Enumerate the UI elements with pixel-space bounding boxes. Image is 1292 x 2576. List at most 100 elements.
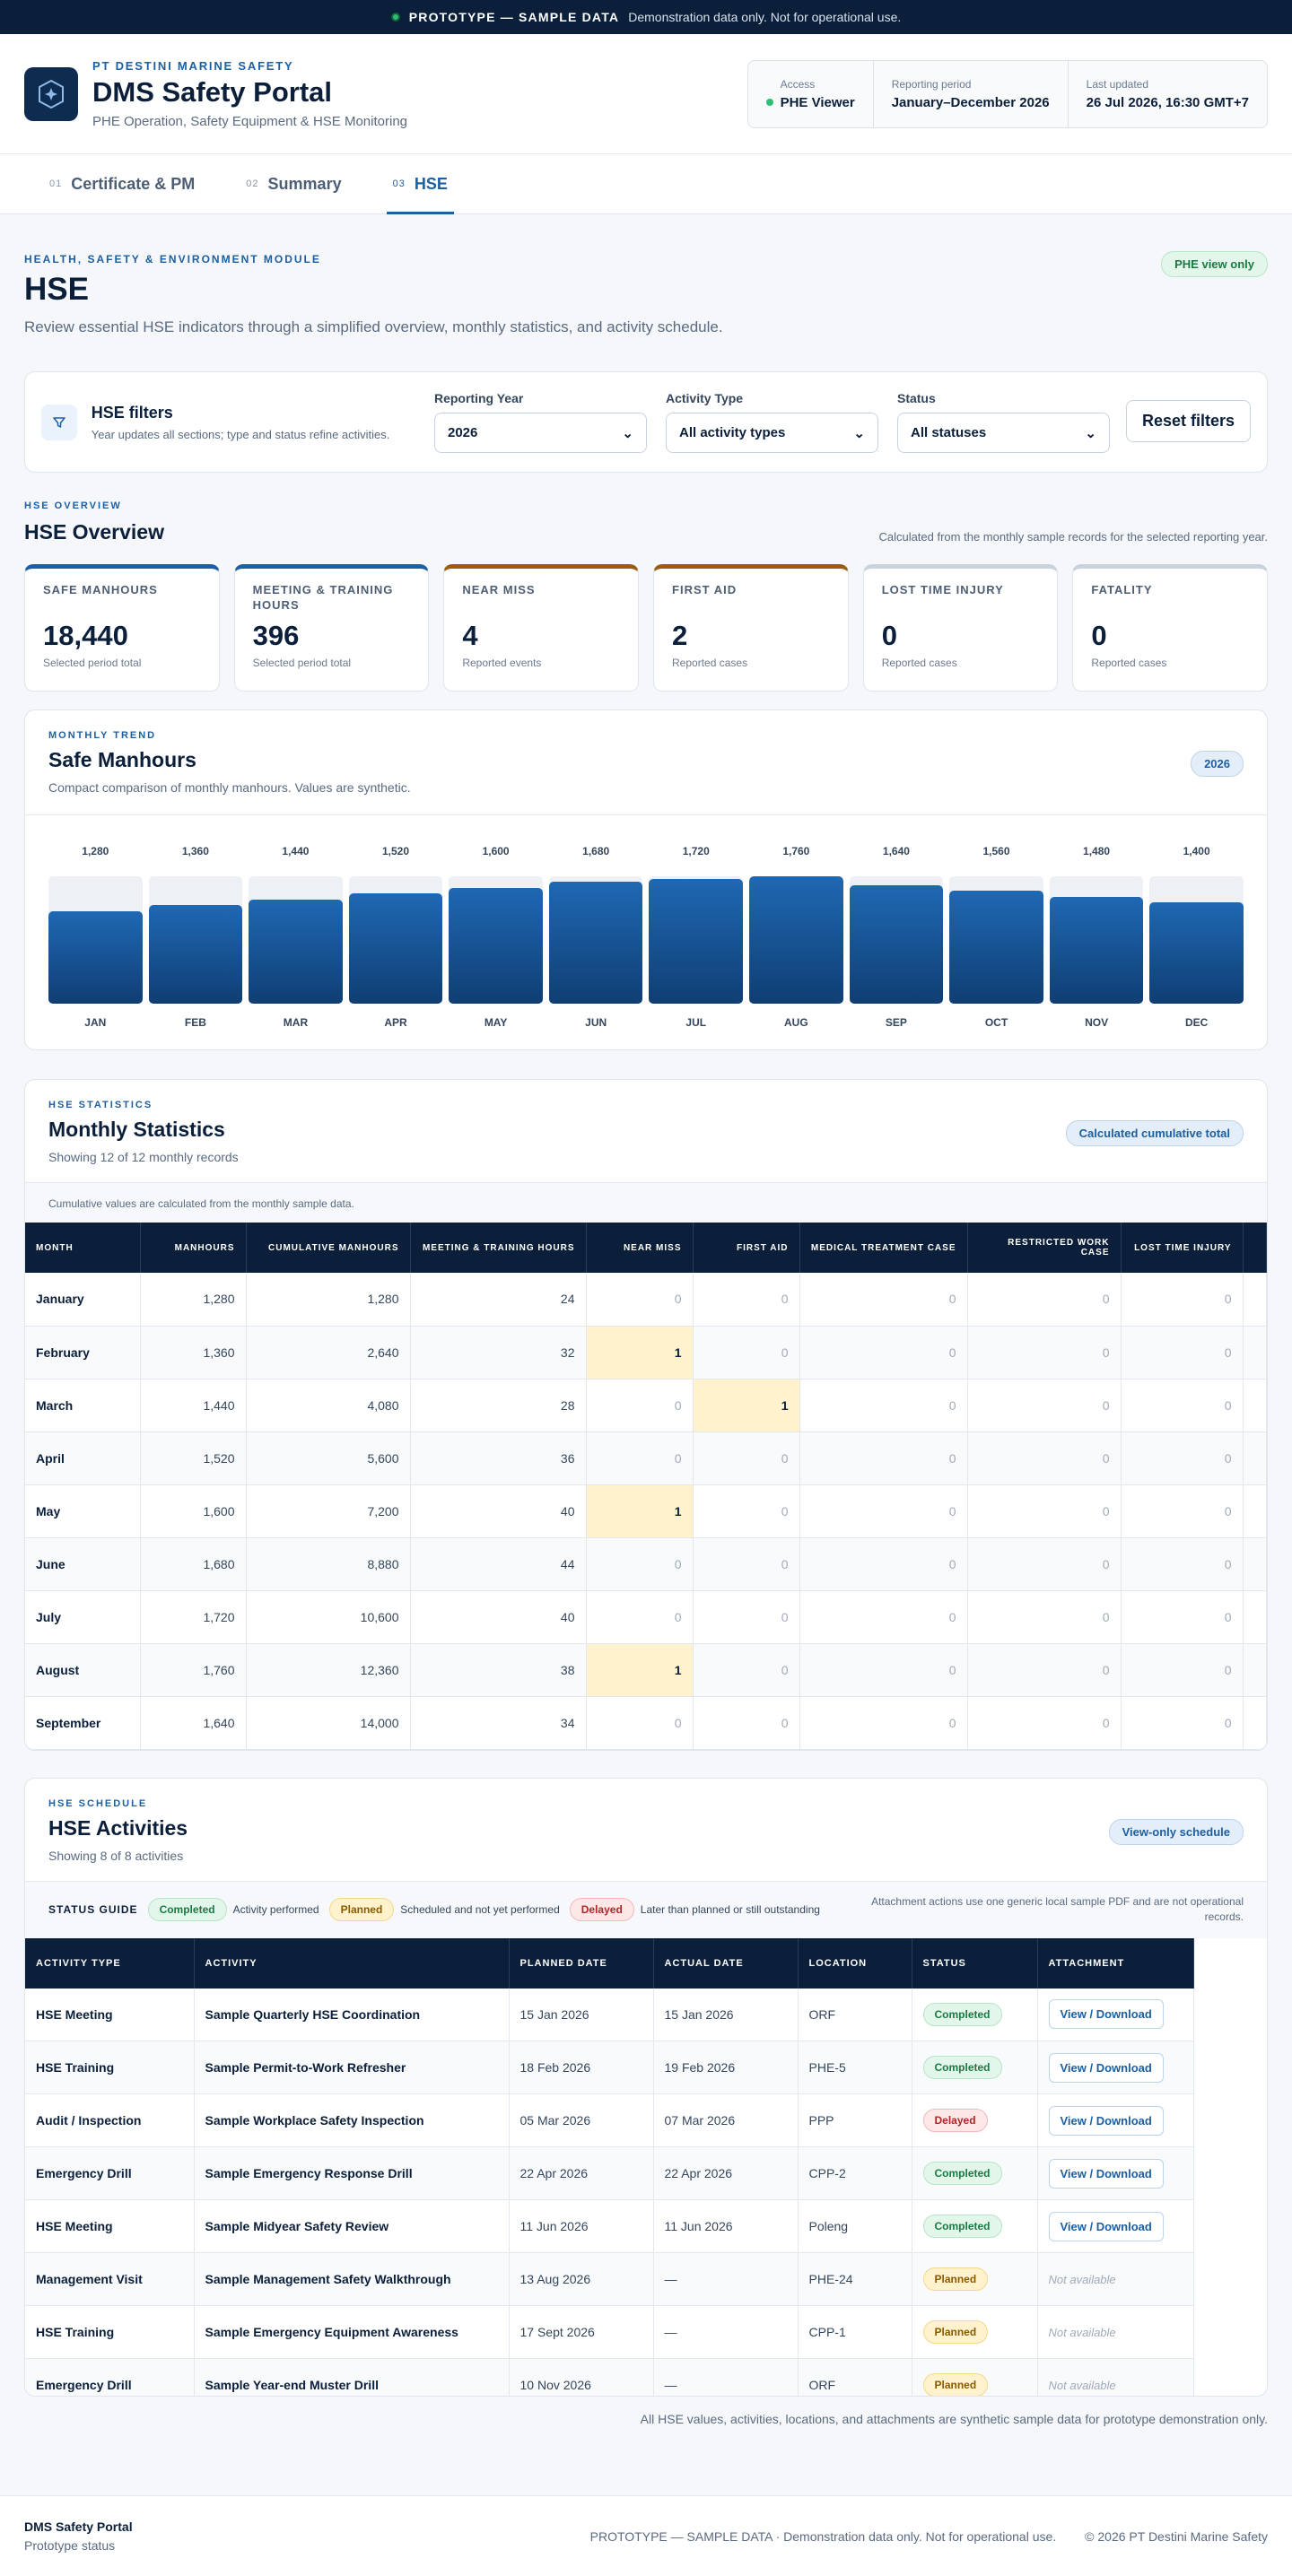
kpi-value: 396	[252, 620, 300, 651]
table-cell: 0	[799, 1326, 968, 1379]
guide-note: Attachment actions use one generic local…	[871, 1895, 1244, 1923]
bar-category-label: AUG	[784, 1016, 808, 1029]
table-row: September 1,640 14,000 34 0 0 0 0 0	[25, 1696, 1267, 1750]
main-content: HEALTH, SAFETY & ENVIRONMENT MODULE HSE …	[0, 214, 1292, 2426]
activity-type-cell: HSE Training	[25, 2305, 195, 2359]
bar	[849, 884, 944, 1004]
table-cell: 0	[693, 1590, 800, 1644]
table-row: Management Visit Sample Management Safety…	[25, 2252, 1194, 2306]
bar-category-label: NOV	[1085, 1016, 1109, 1029]
bar-value-label: 1,520	[382, 845, 410, 857]
activities-subtitle: Showing 8 of 8 activities	[48, 1848, 184, 1863]
table-cell: 12,360	[246, 1643, 411, 1697]
table-cell: 40	[410, 1484, 587, 1538]
actual-date-cell: 19 Feb 2026	[653, 2041, 799, 2094]
tab-summary[interactable]: 02 Summary	[240, 154, 347, 213]
view-download-button[interactable]: View / Download	[1048, 2158, 1164, 2189]
table-cell: March	[25, 1379, 141, 1432]
table-cell: 38	[410, 1643, 587, 1697]
kpi-value: 18,440	[43, 620, 128, 651]
table-cell: 1	[586, 1643, 694, 1697]
tab-certificate-pm[interactable]: 01 Certificate & PM	[43, 154, 201, 213]
table-cell: 0	[967, 1273, 1122, 1327]
status-badge: Planned	[922, 2267, 989, 2291]
bar-track	[1149, 876, 1244, 1004]
bar-category-label: APR	[384, 1016, 407, 1029]
status-select[interactable]: All statuses ⌄	[896, 413, 1110, 453]
table-cell: 0	[799, 1537, 968, 1591]
bar-category-label: SEP	[885, 1016, 907, 1029]
table-cell: 0	[693, 1273, 800, 1327]
table-row: Emergency Drill Sample Emergency Response…	[25, 2146, 1194, 2200]
table-cell: 0	[693, 1537, 800, 1591]
view-download-button[interactable]: View / Download	[1048, 2105, 1164, 2136]
year-select[interactable]: 2026 ⌄	[433, 413, 647, 453]
table-cell-overflow	[1243, 1537, 1267, 1591]
chevron-down-icon: ⌄	[853, 425, 865, 441]
attachment-unavailable: Not available	[1048, 2379, 1116, 2392]
table-cell: 28	[410, 1379, 587, 1432]
table-row: August 1,760 12,360 38 1 0 0 0 0	[25, 1643, 1267, 1697]
column-header: NEAR MISS	[586, 1223, 694, 1273]
actual-date-cell: 07 Mar 2026	[653, 2093, 799, 2147]
table-cell-overflow	[1243, 1432, 1267, 1485]
actual-date-cell: —	[653, 2252, 799, 2306]
monthly-statistics-panel: HSE STATISTICS Monthly Statistics Showin…	[24, 1079, 1268, 1751]
page-eyebrow: HEALTH, SAFETY & ENVIRONMENT MODULE	[24, 253, 321, 265]
bar-column: 1,640 SEP	[849, 845, 944, 1029]
activities-header: HSE SCHEDULE HSE Activities Showing 8 of…	[25, 1779, 1267, 1863]
bar-value-label: 1,560	[982, 845, 1010, 857]
location-cell: PPP	[798, 2093, 912, 2147]
location-cell: CPP-2	[798, 2146, 912, 2200]
activities-eyebrow: HSE SCHEDULE	[48, 1797, 148, 1809]
hse-activities-panel: HSE SCHEDULE HSE Activities Showing 8 of…	[24, 1777, 1268, 2397]
activity-type-cell: HSE Meeting	[25, 2199, 195, 2253]
app-subtitle: PHE Operation, Safety Equipment & HSE Mo…	[92, 113, 408, 129]
table-cell: 0	[1121, 1590, 1244, 1644]
view-download-button[interactable]: View / Download	[1048, 1999, 1164, 2030]
monthly-statistics-table: MONTH MANHOURS CUMULATIVE MANHOURS MEETING …	[25, 1223, 1267, 1750]
stats-title: Monthly Statistics	[48, 1118, 225, 1141]
table-row: HSE Training Sample Permit-to-Work Refres…	[25, 2041, 1194, 2094]
table-cell: 5,600	[246, 1432, 411, 1485]
kpi-near-miss: NEAR MISS 4 Reported events	[443, 564, 640, 692]
hse-activities-table: ACTIVITY TYPE ACTIVITY PLANNED DATE ACTUAL …	[25, 1937, 1194, 2396]
planned-date-cell: 17 Sept 2026	[509, 2305, 654, 2359]
attachment-cell: Not available	[1037, 2252, 1194, 2306]
table-cell: 4,080	[246, 1379, 411, 1432]
guide-completed-desc: Activity performed	[232, 1903, 319, 1916]
tab-hse[interactable]: 03 HSE	[386, 154, 455, 214]
bar-column: 1,360 FEB	[148, 845, 243, 1029]
bar-category-label: JAN	[84, 1016, 107, 1029]
planned-date-cell: 13 Aug 2026	[509, 2252, 654, 2306]
bar-track	[649, 876, 744, 1004]
table-cell: 0	[799, 1484, 968, 1538]
table-row: HSE Meeting Sample Midyear Safety Review 1…	[25, 2199, 1194, 2253]
status-cell: Completed	[912, 2146, 1038, 2200]
activity-type-cell: HSE Training	[25, 2041, 195, 2094]
bar	[348, 893, 443, 1004]
bar-track	[1049, 876, 1144, 1004]
stats-table-wrap[interactable]: MONTH MANHOURS CUMULATIVE MANHOURS MEETING …	[25, 1223, 1267, 1750]
table-cell: 0	[586, 1379, 694, 1432]
reset-filters-button[interactable]: Reset filters	[1125, 400, 1251, 442]
bar-column: 1,480 NOV	[1049, 845, 1144, 1029]
column-header: CUMULATIVE MANHOURS	[246, 1223, 411, 1273]
table-cell: May	[25, 1484, 141, 1538]
activity-type-select[interactable]: All activity types ⌄	[665, 413, 878, 453]
table-cell: 24	[410, 1273, 587, 1327]
view-download-button[interactable]: View / Download	[1048, 2052, 1164, 2083]
table-cell: 36	[410, 1432, 587, 1485]
table-cell: 1,280	[246, 1273, 411, 1327]
bar	[48, 910, 143, 1004]
table-cell: 0	[1121, 1379, 1244, 1432]
bar-track	[749, 876, 843, 1004]
table-cell: 0	[799, 1432, 968, 1485]
location-cell: ORF	[798, 1988, 912, 2041]
kpi-first-aid: FIRST AID 2 Reported cases	[653, 564, 849, 692]
view-download-button[interactable]: View / Download	[1048, 2211, 1164, 2241]
bar	[1049, 896, 1144, 1004]
table-cell: 1,280	[140, 1273, 247, 1327]
bar-column: 1,560 OCT	[949, 845, 1043, 1029]
view-only-schedule-badge: View-only schedule	[1108, 1818, 1244, 1845]
